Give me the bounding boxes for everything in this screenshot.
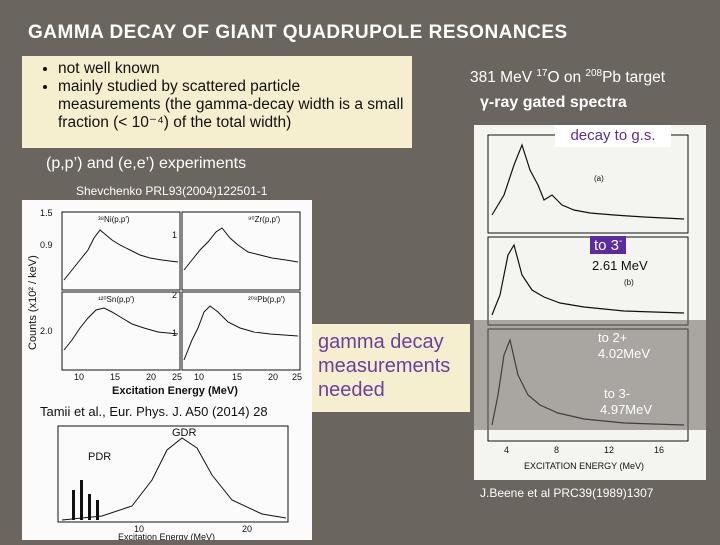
tick-label: 8 — [554, 445, 559, 455]
spectrum-line — [63, 307, 179, 351]
energy-497-label: 4.97MeV — [600, 402, 653, 417]
tick-label: 2 — [172, 290, 177, 300]
pp-ee-label: (p,p’) and (e,e’) experiments — [46, 155, 247, 172]
panel-label: ²⁰⁸Pb(p,p′) — [248, 295, 285, 304]
tick-label: 10 — [134, 524, 144, 534]
tick-label: 25 — [172, 372, 182, 382]
tick-label: 1 — [172, 328, 177, 338]
tick-label: 20 — [242, 524, 252, 534]
bullet-item: mainly studied by scattered particle mea… — [58, 78, 404, 132]
to-3b-label: to 3- — [604, 386, 631, 401]
tick-label: 1.5 — [40, 208, 53, 218]
tick-label: 1 — [172, 230, 177, 240]
gdr-label: GDR — [172, 427, 197, 439]
tick-label: 16 — [654, 445, 664, 455]
panel-xlabel: Excitation Energy (MeV) — [118, 532, 215, 540]
panel-ylabel: Counts (x10² / keV) — [27, 255, 39, 350]
spectrum-line — [491, 243, 685, 316]
tick-label: 15 — [110, 372, 120, 382]
decay-gs-label: decay to g.s. — [555, 125, 671, 147]
gdr-figure: PDR GDR 10 20 Excitation Energy (MeV) — [22, 420, 312, 542]
to-3-label: to 3- — [590, 236, 627, 254]
tamii-reference: Tamii et al., Eur. Phys. J. A50 (2014) 2… — [40, 404, 268, 419]
to-2-label: to 2+ — [598, 330, 628, 345]
panel-label: ³⁸Ni(p,p′) — [98, 215, 130, 224]
gamma-decay-callout: gamma decay measurements needed — [312, 324, 470, 412]
spectrum-line — [183, 227, 299, 271]
beene-reference: J.Beene et al PRC39(1989)1307 — [480, 486, 654, 500]
tick-label: 15 — [232, 372, 242, 382]
overlay-band — [474, 320, 706, 430]
tick-label: 0.9 — [40, 240, 53, 250]
pdr-label: PDR — [88, 451, 111, 463]
energy-261-label: 2.61 MeV — [592, 258, 648, 273]
tick-label: 4 — [504, 445, 509, 455]
target-label: 381 MeV 17O on 208Pb target — [470, 68, 665, 87]
panel-xlabel: EXCITATION ENERGY (MeV) — [524, 461, 644, 471]
tick-label: 10 — [74, 372, 84, 382]
bullet-item: not well known — [58, 60, 404, 78]
tick-label: 25 — [292, 372, 302, 382]
tick-label: 12 — [604, 445, 614, 455]
spectrum-line — [63, 229, 179, 281]
panel-label: ⁹⁰Zr(p,p′) — [248, 215, 280, 224]
tick-label: 10 — [194, 372, 204, 382]
pp-spectra-figure: Counts (x10² / keV) ³⁸Ni(p,p′) ⁹⁰Zr(p,p′… — [22, 200, 312, 420]
spectrum-line — [183, 305, 299, 361]
shevchenko-reference: Shevchenko PRL93(2004)122501-1 — [76, 184, 268, 198]
panel-label: (b) — [624, 278, 634, 287]
gated-spectra-label: γ-ray gated spectra — [480, 94, 627, 111]
gdr-curve — [61, 437, 287, 521]
energy-402-label: 4.02MeV — [598, 346, 651, 361]
spectrum-line — [491, 143, 685, 220]
panel-label: (a) — [594, 174, 604, 183]
tick-label: 2.0 — [40, 326, 53, 336]
tick-label: 20 — [146, 372, 156, 382]
slide-title: GAMMA DECAY OF GIANT QUADRUPOLE RESONANC… — [28, 22, 568, 43]
tick-label: 20 — [268, 372, 278, 382]
panel-label: ¹²⁰Sn(p,p′) — [98, 295, 135, 304]
panel-xlabel: Excitation Energy (MeV) — [112, 385, 238, 397]
bullet-box: not well known mainly studied by scatter… — [22, 56, 412, 148]
